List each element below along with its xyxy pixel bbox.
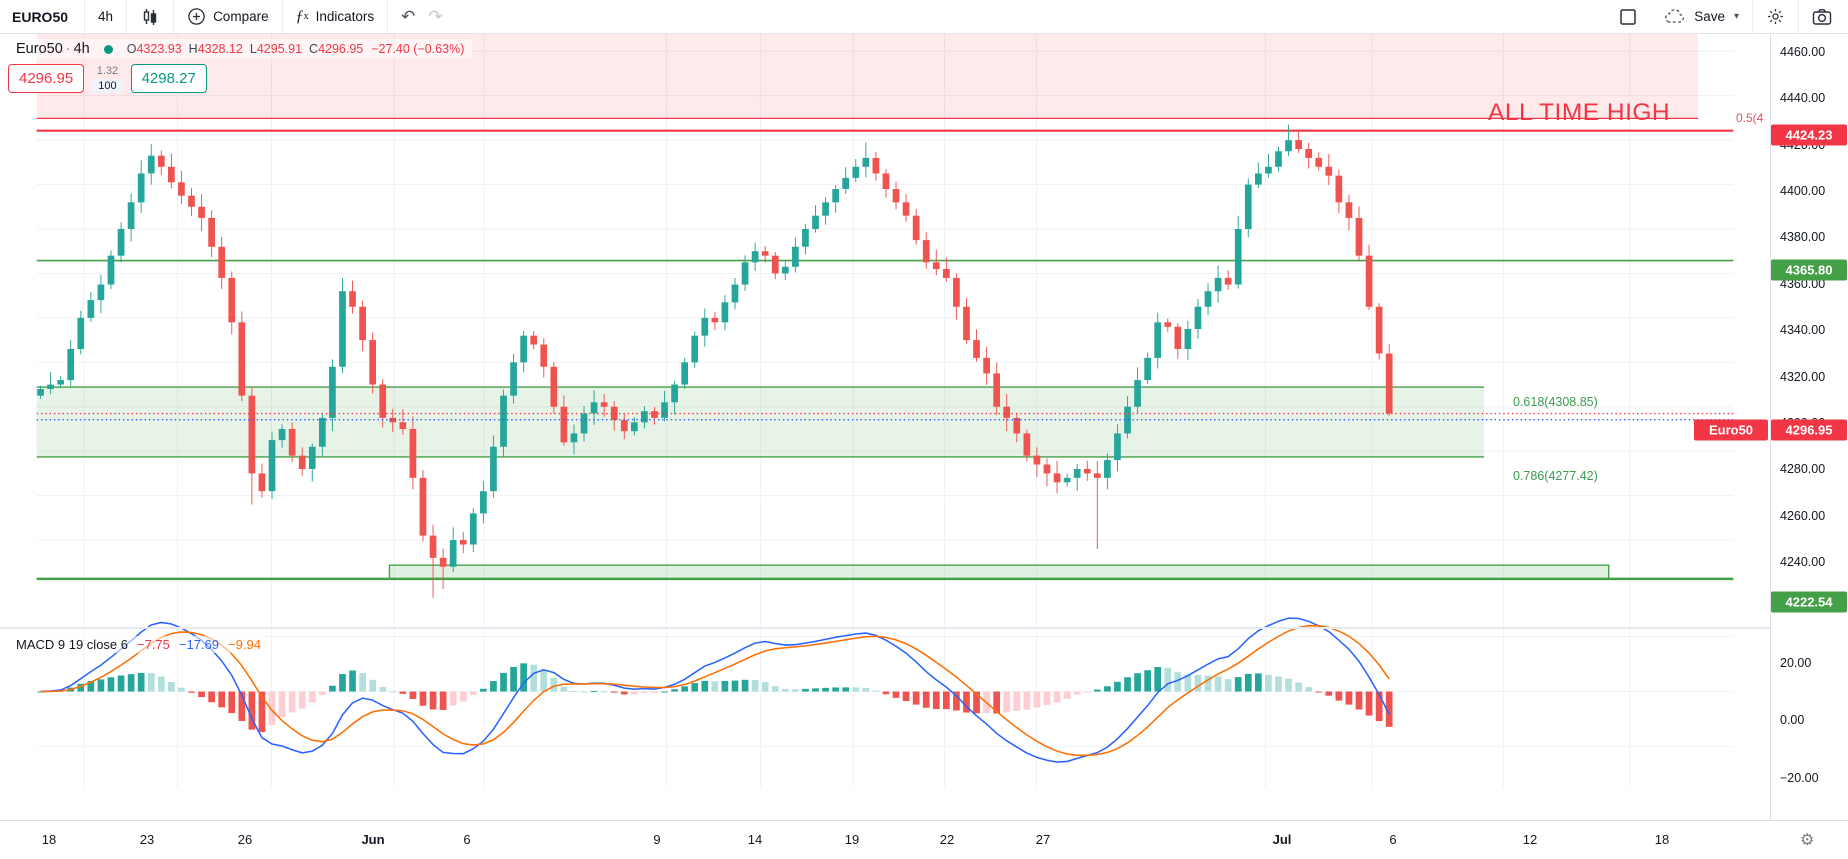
undo-button[interactable]: ↶ [388,0,428,33]
macd-signal-value: −9.94 [228,637,261,652]
macd-hist-value: −7.75 [137,637,170,652]
time-tick: 6 [1389,832,1397,847]
toolbar-left: EURO50 4h Compare [0,0,456,34]
chevron-down-icon: ▾ [1733,11,1739,22]
macd-tick: 0.00 [1780,713,1805,727]
price-badge: 4424.23 [1771,124,1847,146]
time-tick: 18 [1654,832,1670,847]
sell-price-button[interactable]: 4296.95 [8,64,85,93]
toolbar-divider [126,0,128,34]
time-tick: 19 [844,832,860,847]
cloud-icon [1663,8,1687,26]
toolbar-divider [1752,0,1753,34]
price-tick: 4400.00 [1780,184,1826,199]
time-tick: Jul [1272,832,1292,847]
compare-button[interactable]: Compare [174,0,282,33]
layout-button[interactable] [1606,0,1650,33]
time-tick: 14 [747,832,763,847]
toolbar-right: Save ▾ [1606,0,1848,34]
price-badge: 4222.54 [1771,591,1847,613]
price-tick: 4380.00 [1780,230,1826,245]
candlestick-icon [140,7,160,27]
chart-canvas[interactable] [0,34,1770,820]
indicators-label: Indicators [315,9,375,24]
top-toolbar: EURO50 4h Compare [0,0,1848,34]
toolbar-divider [281,0,283,34]
time-axis[interactable]: ⚙ 18 23 26 Jun 6 9 14 19 22 27 Jul 6 12 18 [0,820,1848,859]
compare-label: Compare [213,9,269,24]
fib-05-label: 0.5(4 [1736,111,1764,125]
toolbar-divider [387,0,389,34]
ohlc-values: O4323.93 H4328.12 L4295.91 C4296.95 [127,42,364,56]
symbol-button[interactable]: EURO50 [12,8,69,25]
save-button[interactable]: Save ▾ [1650,0,1752,33]
price-tick: 4340.00 [1780,323,1826,338]
macd-tick: −20.00 [1780,770,1819,785]
time-tick: 23 [139,832,155,847]
chart-legend: Euro50 · 4h O4323.93 H4328.12 L4295.91 C4296.… [8,39,473,59]
spread-value: 1.32 [96,64,119,77]
macd-legend[interactable]: MACD 9 19 close 6 −7.75 −17.69 −9.94 [10,636,267,653]
save-label: Save [1694,9,1725,24]
legend-symbol[interactable]: Euro50 · 4h [16,41,90,57]
time-tick: 27 [1035,832,1051,847]
ohlc-item: H4328.12 [188,42,243,56]
ohlc-item: O4323.93 [126,42,182,56]
settings-button[interactable] [1753,0,1798,33]
last-price-symbol-badge: Euro50 [1694,419,1768,441]
buy-price-button[interactable]: 4298.27 [130,64,207,93]
toolbar-divider [173,0,175,34]
fib-618-label: 0.618(4308.85) [1513,395,1598,409]
layout-square-icon [1619,8,1637,26]
order-panel: 4296.95 1.32 100 4298.27 [8,64,207,93]
time-tick: 9 [653,832,661,847]
time-tick: 12 [1522,832,1538,847]
time-tick: 26 [237,832,253,847]
time-tick: 22 [939,832,955,847]
undo-icon: ↶ [401,7,416,26]
price-tick: 4460.00 [1780,45,1826,59]
camera-icon [1812,8,1832,26]
price-tick: 4240.00 [1780,554,1826,569]
legend-change: −27.40 (−0.63%) [371,42,465,56]
price-tick: 4260.00 [1780,508,1826,523]
toolbar-divider [1798,0,1799,34]
ohlc-item: C4296.95 [309,42,364,56]
time-tick: 18 [41,832,57,847]
compare-plus-icon [187,7,206,26]
price-badge: 4296.95 [1771,419,1847,441]
price-badge: 4365.80 [1771,259,1847,281]
time-tick: 6 [463,832,471,847]
redo-button[interactable]: ↷ [428,0,455,33]
price-tick: 4280.00 [1780,462,1826,477]
quantity-field[interactable]: 100 [91,78,124,93]
time-tick: Jun [361,832,385,847]
all-time-high-text[interactable]: ALL TIME HIGH [1488,99,1671,126]
toolbar-divider [84,0,86,34]
spread-column: 1.32 100 [84,64,130,93]
macd-tick: 20.00 [1780,655,1812,670]
screenshot-button[interactable] [1799,0,1848,33]
macd-line-value: −17.69 [178,637,220,652]
price-tick: 4320.00 [1780,369,1826,384]
redo-icon: ↷ [428,7,443,26]
macd-title: MACD 9 19 close 6 [16,637,128,652]
market-status-dot [103,44,113,54]
price-tick: 4440.00 [1780,91,1826,106]
fib-786-label: 0.786(4277.42) [1513,469,1598,483]
interval-button[interactable]: 4h [98,9,114,24]
gear-icon [1766,7,1785,26]
chart-style-button[interactable] [127,0,173,33]
axis-settings-gear-icon[interactable]: ⚙ [1800,832,1815,849]
ohlc-item: L4295.91 [249,42,303,56]
pane-separator[interactable] [0,627,1848,629]
